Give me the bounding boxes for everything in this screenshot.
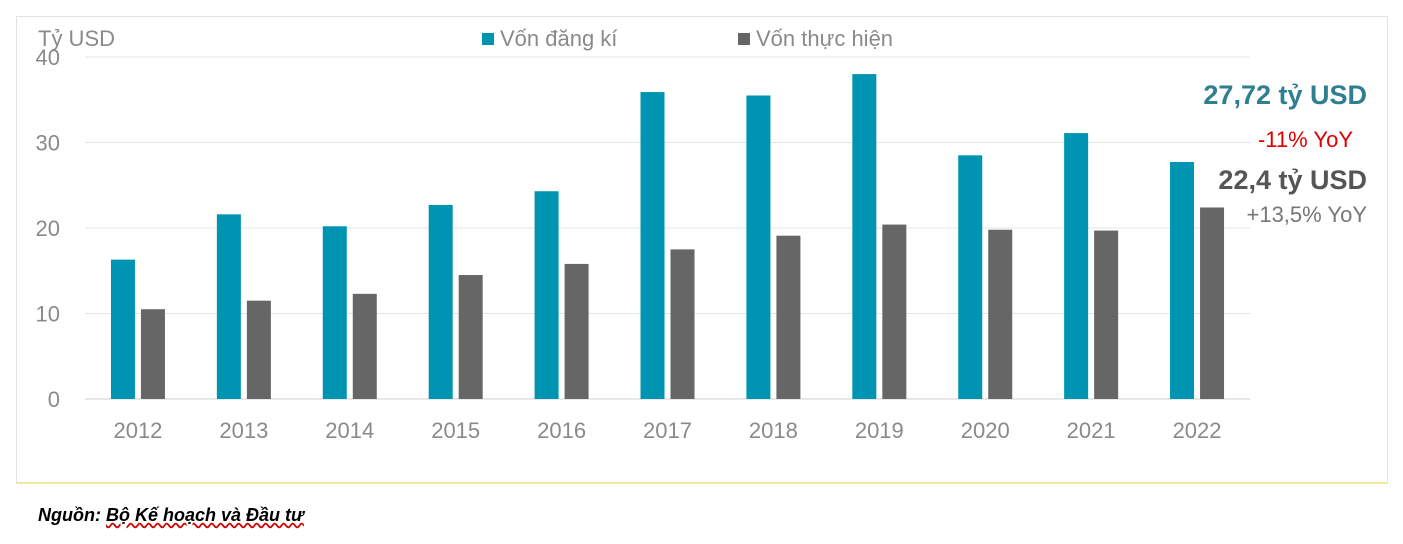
bar-registered <box>110 259 135 399</box>
bar-registered <box>1170 161 1195 399</box>
x-tick-label: 2013 <box>219 418 268 443</box>
bar-implemented <box>458 275 483 399</box>
y-tick-label: 30 <box>36 131 60 156</box>
x-tick-label: 2019 <box>855 418 904 443</box>
annotation-implemented-value: 22,4 tỷ USD <box>1218 165 1367 195</box>
bar-implemented <box>352 293 377 399</box>
bar-implemented <box>246 300 271 399</box>
bar-registered <box>428 204 453 399</box>
legend-label-registered: Vốn đăng kí <box>500 26 618 51</box>
annotation-registered-yoy: -11% YoY <box>1257 127 1353 152</box>
x-tick-label: 2012 <box>113 418 162 443</box>
annotation-implemented-yoy: +13,5% YoY <box>1246 202 1367 227</box>
y-tick-label: 20 <box>36 216 60 241</box>
bar-registered <box>958 155 983 399</box>
legend-label-implemented: Vốn thực hiện <box>756 26 894 51</box>
bar-registered <box>1064 133 1089 399</box>
bar-implemented <box>1200 207 1225 399</box>
y-tick-label: 10 <box>36 302 60 327</box>
legend-swatch-registered <box>482 33 494 45</box>
source-prefix: Nguồn: <box>38 505 106 525</box>
x-tick-label: 2017 <box>643 418 692 443</box>
bar-registered <box>746 95 771 399</box>
bar-registered <box>322 226 347 399</box>
legend-item-implemented: Vốn thực hiện <box>738 26 893 52</box>
bar-registered <box>534 191 559 399</box>
source-note: Nguồn: Bộ Kế hoạch và Đầu tư <box>38 505 304 526</box>
bar-registered <box>640 92 665 400</box>
x-tick-label: 2014 <box>325 418 374 443</box>
source-text: Bộ Kế hoạch và Đầu tư <box>105 505 304 525</box>
bar-registered <box>852 74 877 399</box>
y-axis-unit-label: Tỷ USD <box>38 26 115 51</box>
bar-implemented <box>776 235 801 399</box>
y-tick-label: 0 <box>48 387 60 412</box>
bar-implemented <box>988 229 1013 399</box>
bar-implemented <box>882 224 907 399</box>
x-tick-label: 2022 <box>1173 418 1222 443</box>
legend-swatch-implemented <box>738 33 750 45</box>
bar-implemented <box>1094 230 1119 399</box>
x-tick-label: 2021 <box>1067 418 1116 443</box>
bar-implemented <box>140 309 165 399</box>
x-tick-label: 2015 <box>431 418 480 443</box>
y-tick-label: 40 <box>36 45 60 70</box>
chart-frame <box>16 16 1388 484</box>
x-tick-label: 2018 <box>749 418 798 443</box>
legend-item-registered: Vốn đăng kí <box>482 26 617 52</box>
x-tick-label: 2020 <box>961 418 1010 443</box>
bar-registered <box>216 214 241 399</box>
bar-implemented <box>670 249 695 399</box>
bar-implemented <box>564 263 589 399</box>
annotation-registered-value: 27,72 tỷ USD <box>1203 80 1367 110</box>
x-tick-label: 2016 <box>537 418 586 443</box>
